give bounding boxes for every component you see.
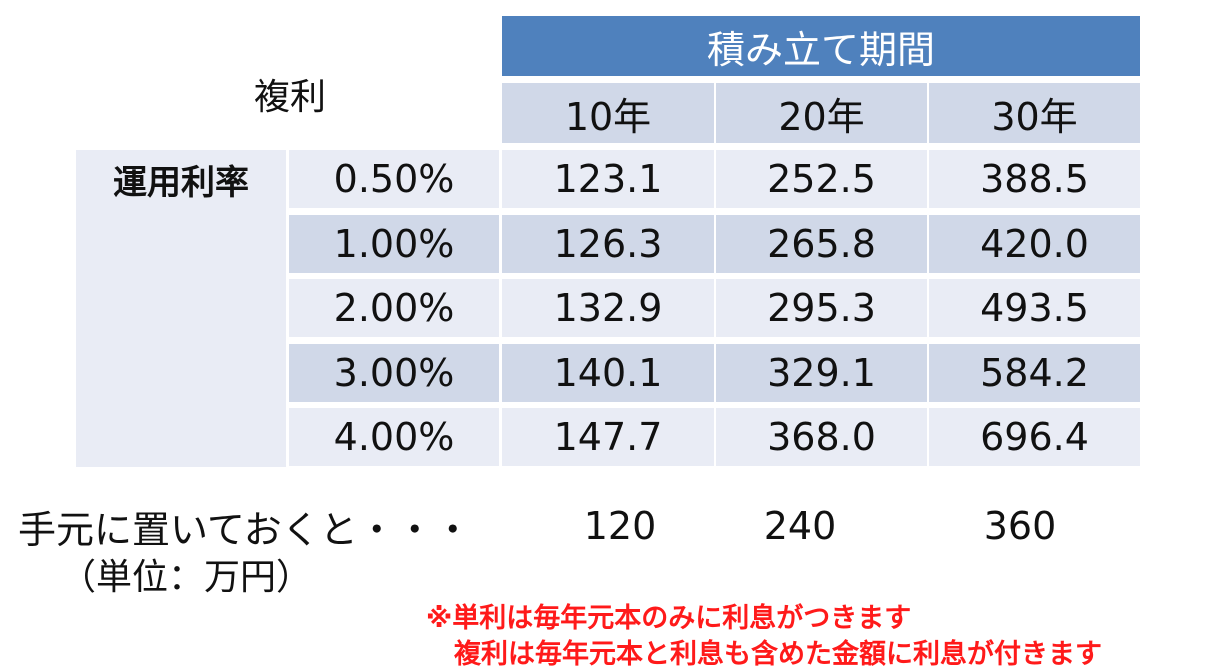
cash-on-hand-value: 360 [940, 498, 1100, 554]
value-cell: 132.9 [502, 279, 714, 337]
period-header: 積み立て期間 [502, 16, 1140, 76]
value-cell: 265.8 [716, 215, 927, 273]
value-cell: 126.3 [502, 215, 714, 273]
value-cell: 420.0 [929, 215, 1140, 273]
rate-cell: 4.00% [289, 408, 499, 466]
rate-cell: 0.50% [289, 150, 499, 208]
value-cell: 295.3 [716, 279, 927, 337]
value-cell: 140.1 [502, 344, 714, 402]
corner-label: 複利 [240, 64, 340, 124]
cash-on-hand-value: 240 [720, 498, 880, 554]
value-cell: 329.1 [716, 344, 927, 402]
value-cell: 696.4 [929, 408, 1140, 466]
year-header-cell: 30年 [929, 83, 1140, 143]
value-cell: 368.0 [716, 408, 927, 466]
note-simple-interest: ※単利は毎年元本のみに利息がつきます [426, 596, 911, 635]
value-cell: 147.7 [502, 408, 714, 466]
value-cell: 252.5 [716, 150, 927, 208]
year-header-cell: 20年 [716, 83, 927, 143]
rate-cell: 2.00% [289, 279, 499, 337]
value-cell: 584.2 [929, 344, 1140, 402]
value-cell: 493.5 [929, 279, 1140, 337]
rate-cell: 3.00% [289, 344, 499, 402]
rate-cell: 1.00% [289, 215, 499, 273]
note-compound-interest: 複利は毎年元本と利息も含めた金額に利息が付きます [454, 632, 1102, 671]
cash-on-hand-value: 120 [540, 498, 700, 554]
unit-label: （単位：万円） [60, 546, 312, 602]
year-header-cell: 10年 [502, 83, 714, 143]
value-cell: 388.5 [929, 150, 1140, 208]
value-cell: 123.1 [502, 150, 714, 208]
rate-group-label: 運用利率 [96, 150, 266, 208]
